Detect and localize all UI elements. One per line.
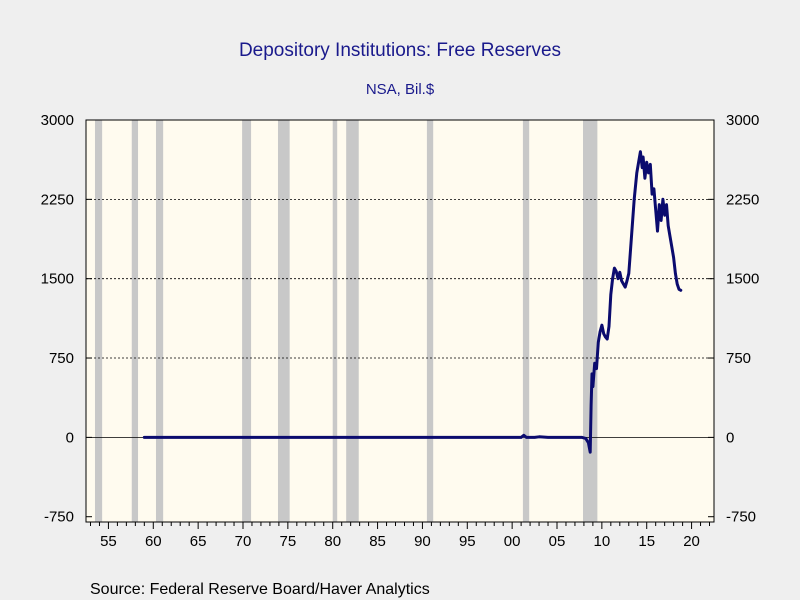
x-tick-label: 10 bbox=[594, 533, 611, 550]
y-tick-label-left: 1500 bbox=[41, 271, 74, 288]
y-tick-label-left: 3000 bbox=[41, 112, 74, 129]
y-tick-label-left: 2250 bbox=[41, 191, 74, 208]
x-tick-label: 70 bbox=[235, 533, 252, 550]
recession-band bbox=[277, 120, 290, 522]
y-tick-label-right: 3000 bbox=[726, 112, 759, 129]
x-tick-label: 90 bbox=[414, 533, 431, 550]
recession-band bbox=[522, 120, 530, 522]
x-tick-label: 60 bbox=[145, 533, 162, 550]
recession-band bbox=[242, 120, 252, 522]
y-tick-label-left: 0 bbox=[66, 429, 74, 446]
x-tick-label: 65 bbox=[190, 533, 207, 550]
recession-band bbox=[94, 120, 103, 522]
x-tick-label: 05 bbox=[549, 533, 566, 550]
recession-band bbox=[332, 120, 338, 522]
recession-band bbox=[155, 120, 164, 522]
plot-area bbox=[86, 120, 714, 522]
y-tick-label-left: -750 bbox=[44, 509, 74, 526]
x-tick-label: 00 bbox=[504, 533, 521, 550]
recession-band bbox=[583, 120, 598, 522]
x-tick-label: 20 bbox=[683, 533, 700, 550]
recession-bands bbox=[94, 120, 598, 522]
x-tick-label: 85 bbox=[369, 533, 386, 550]
series-line bbox=[142, 150, 683, 454]
chart-subtitle: NSA, Bil.$ bbox=[366, 81, 435, 98]
y-tick-label-right: 0 bbox=[726, 429, 734, 446]
y-tick-label-right: 2250 bbox=[726, 191, 759, 208]
x-tick-label: 15 bbox=[638, 533, 655, 550]
chart-source: Source: Federal Reserve Board/Haver Anal… bbox=[90, 581, 430, 598]
x-tick-label: 80 bbox=[324, 533, 341, 550]
x-tick-label: 55 bbox=[100, 533, 117, 550]
y-tick-label-right: 1500 bbox=[726, 271, 759, 288]
y-tick-label-right: -750 bbox=[726, 509, 756, 526]
recession-band bbox=[346, 120, 359, 522]
x-tick-label: 75 bbox=[280, 533, 297, 550]
x-tick-label: 95 bbox=[459, 533, 476, 550]
plot-frame bbox=[85, 119, 715, 523]
recession-band bbox=[426, 120, 434, 522]
y-tick-label-left: 750 bbox=[49, 350, 74, 367]
y-tick-label-right: 750 bbox=[726, 350, 751, 367]
recession-band bbox=[131, 120, 139, 522]
chart-title: Depository Institutions: Free Reserves bbox=[239, 40, 561, 61]
series-layer bbox=[142, 150, 683, 454]
